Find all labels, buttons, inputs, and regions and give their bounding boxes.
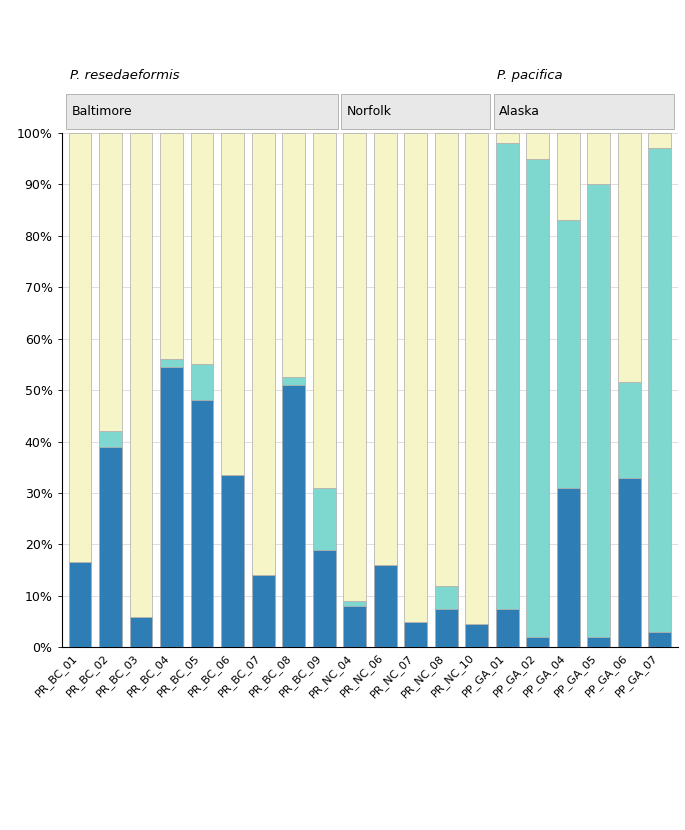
Bar — [129, 617, 153, 647]
Text: Baltimore: Baltimore — [72, 105, 132, 118]
Bar — [312, 488, 336, 549]
Bar — [312, 133, 336, 488]
Bar — [435, 586, 458, 609]
Bar — [526, 159, 549, 637]
Bar — [374, 565, 397, 647]
Bar — [587, 637, 610, 647]
Bar — [190, 133, 214, 364]
Bar — [99, 133, 122, 432]
Bar — [496, 143, 519, 609]
Bar — [343, 601, 366, 606]
Bar — [618, 477, 640, 647]
Bar — [496, 609, 519, 647]
Bar — [99, 432, 122, 447]
Bar — [618, 383, 640, 477]
Bar — [282, 377, 305, 385]
Bar — [649, 149, 671, 632]
Bar — [557, 220, 580, 488]
Bar — [465, 624, 488, 647]
Text: P. pacifica: P. pacifica — [497, 69, 562, 82]
Bar — [343, 606, 366, 647]
Bar — [190, 400, 214, 647]
Bar — [99, 447, 122, 647]
Bar — [129, 133, 153, 617]
Bar — [587, 133, 610, 184]
Bar — [587, 184, 610, 637]
Bar — [526, 133, 549, 159]
Bar — [435, 609, 458, 647]
Bar — [649, 133, 671, 149]
Bar — [282, 385, 305, 647]
Bar — [557, 133, 580, 220]
Bar — [618, 133, 640, 383]
Bar — [160, 367, 183, 647]
Bar — [496, 133, 519, 143]
Bar — [435, 133, 458, 586]
Bar — [557, 488, 580, 647]
Bar — [190, 364, 214, 400]
Text: Alaska: Alaska — [499, 105, 540, 118]
Bar — [160, 359, 183, 367]
Bar — [343, 133, 366, 601]
Bar — [68, 563, 91, 647]
Bar — [312, 549, 336, 647]
Bar — [404, 133, 427, 622]
Text: P. resedaeformis: P. resedaeformis — [70, 69, 179, 82]
Bar — [526, 637, 549, 647]
Bar — [282, 133, 305, 377]
Bar — [221, 475, 244, 647]
Bar — [374, 133, 397, 565]
Bar — [465, 133, 488, 624]
Bar — [221, 133, 244, 475]
Bar — [649, 632, 671, 647]
Text: Norfolk: Norfolk — [347, 105, 391, 118]
Bar — [160, 133, 183, 359]
Bar — [251, 575, 275, 647]
Bar — [68, 133, 91, 563]
Bar — [404, 622, 427, 647]
Bar — [251, 133, 275, 575]
